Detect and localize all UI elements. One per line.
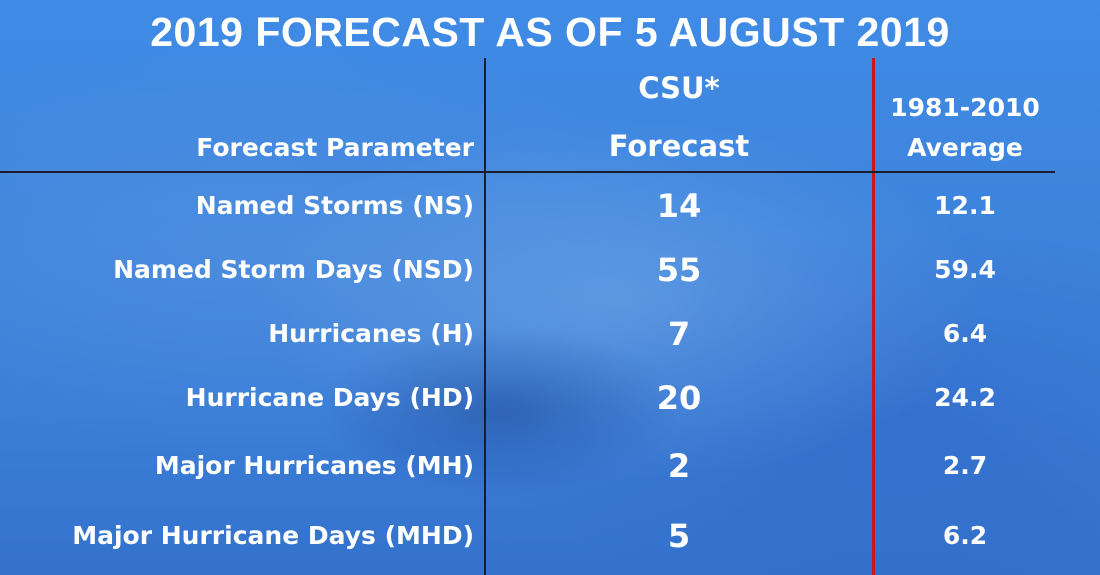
row-parameter: Hurricane Days (HD) (185, 383, 474, 412)
parameter-column-divider (484, 58, 486, 575)
row-average-value: 59.4 (934, 255, 996, 284)
row-forecast-value: 7 (667, 315, 691, 353)
row-forecast-value: 55 (656, 251, 702, 289)
row-average-value: 24.2 (934, 383, 996, 412)
slide-title: 2019 FORECAST AS OF 5 AUGUST 2019 (150, 9, 950, 55)
row-forecast-value: 5 (667, 517, 691, 555)
row-average-value: 6.4 (942, 319, 988, 348)
header-forecast: Forecast (608, 129, 750, 163)
header-forecast-parameter: Forecast Parameter (196, 133, 474, 162)
row-parameter: Named Storms (NS) (195, 191, 474, 220)
row-parameter: Named Storm Days (NSD) (113, 255, 474, 284)
header-divider (0, 171, 1055, 173)
row-parameter: Hurricanes (H) (268, 319, 474, 348)
row-average-value: 12.1 (934, 191, 996, 220)
row-forecast-value: 20 (656, 379, 702, 417)
header-average-years: 1981-2010 (890, 93, 1040, 122)
header-average: Average (907, 133, 1023, 162)
header-csu: CSU* (638, 71, 720, 105)
row-average-value: 2.7 (942, 451, 988, 480)
row-parameter: Major Hurricanes (MH) (154, 451, 474, 480)
row-forecast-value: 14 (656, 187, 702, 225)
row-average-value: 6.2 (942, 521, 988, 550)
average-column-divider (872, 58, 875, 575)
row-parameter: Major Hurricane Days (MHD) (72, 521, 474, 550)
row-forecast-value: 2 (667, 447, 691, 485)
